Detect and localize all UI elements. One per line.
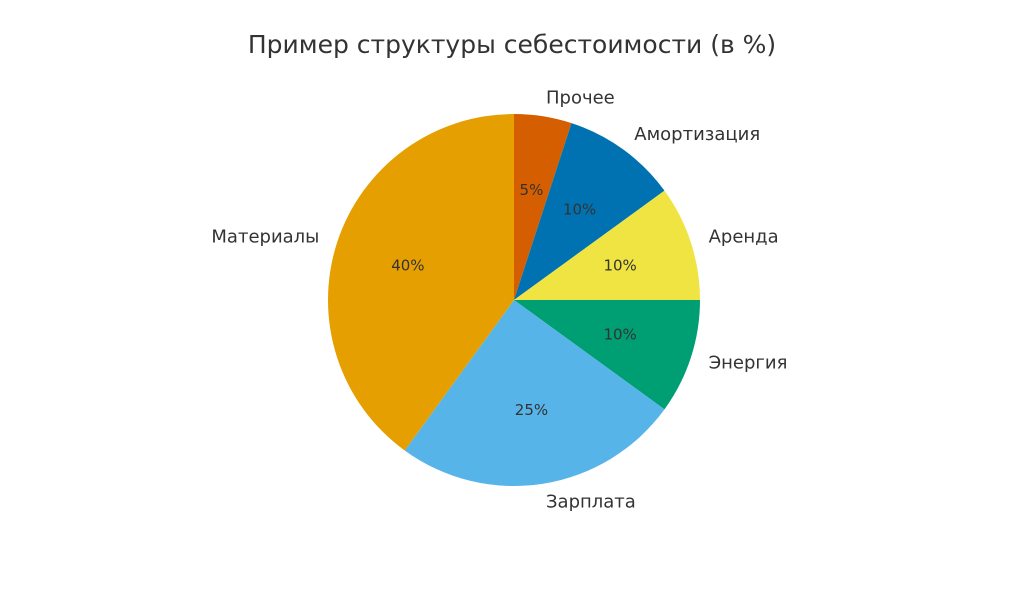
percent-labels: 5% 10% 10% 10% 25% 40% <box>391 181 637 419</box>
slice-category-label: Энергия <box>709 353 788 374</box>
slice-category-label: Амортизация <box>634 124 760 145</box>
pie-slice <box>404 300 665 487</box>
slice-category-label: Прочее <box>546 87 615 108</box>
chart-title: Пример структуры себестоимости (в %) <box>247 30 777 59</box>
pie-slices <box>328 114 700 487</box>
category-labels: Прочее Амортизация Аренда Энергия Зарплата Ма… <box>211 87 787 512</box>
slice-percent-label: 10% <box>603 257 636 275</box>
slice-category-label: Зарплата <box>546 492 636 513</box>
pie-slice <box>514 123 665 300</box>
slice-category-label: Материалы <box>211 226 319 247</box>
pie-slice <box>328 114 514 451</box>
slice-percent-label: 10% <box>563 201 596 219</box>
pie-slice <box>514 114 572 300</box>
pie-slice <box>514 300 700 410</box>
slice-percent-label: 5% <box>520 181 544 199</box>
slice-category-label: Аренда <box>709 226 779 247</box>
slice-percent-label: 10% <box>603 325 636 343</box>
pie-slice <box>514 190 700 300</box>
slice-percent-label: 25% <box>515 401 548 419</box>
slice-percent-label: 40% <box>391 257 424 275</box>
